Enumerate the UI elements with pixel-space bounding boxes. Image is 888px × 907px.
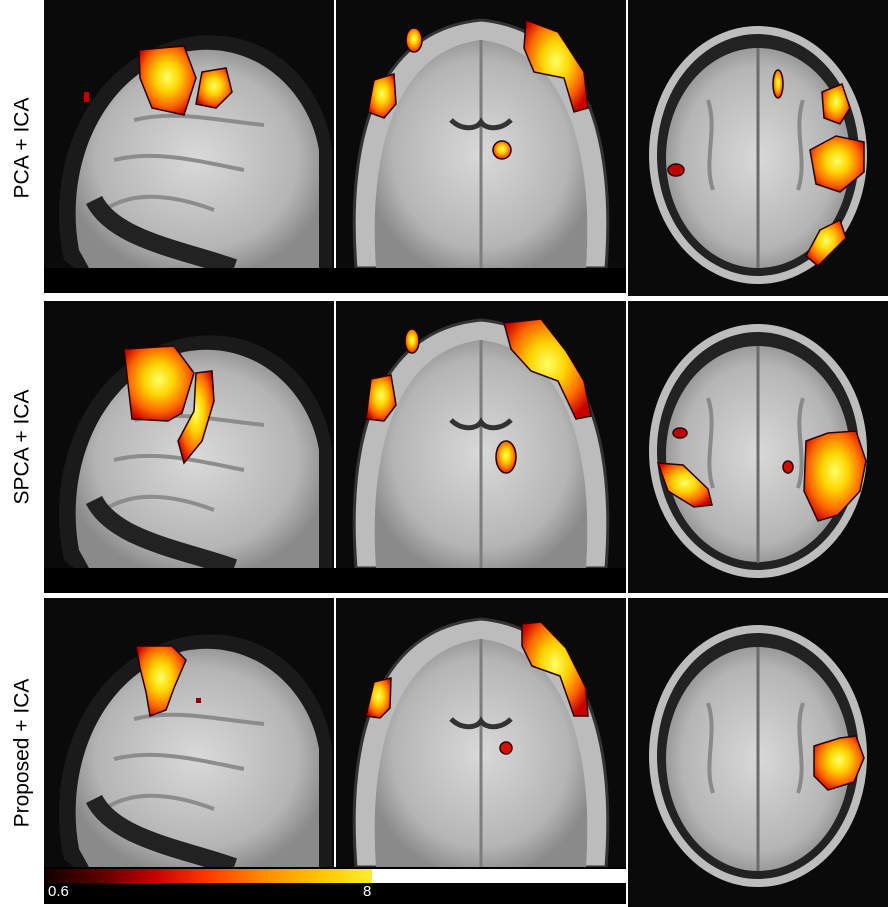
pca-sagittal-slice xyxy=(44,0,334,268)
spca-coronal-slice xyxy=(336,301,626,568)
pca-axial-slice xyxy=(628,0,888,296)
row-label-pca: PCA + ICA xyxy=(10,97,33,199)
proposed-coronal-slice xyxy=(336,598,626,867)
pca-coronal-slice xyxy=(336,0,626,268)
row-label-proposed: Proposed + ICA xyxy=(10,678,33,827)
row1-bottom-strip xyxy=(44,268,626,293)
spca-sagittal-slice xyxy=(44,301,334,568)
row2-bottom-strip xyxy=(44,568,626,593)
colorbar-min-label: 0.6 xyxy=(48,883,69,900)
spca-axial-slice xyxy=(628,301,888,593)
proposed-sagittal-slice xyxy=(44,598,334,867)
row-label-spca: SPCA + ICA xyxy=(10,389,33,505)
colorbar-max-label: 8 xyxy=(363,883,372,900)
colorbar xyxy=(44,869,372,883)
row3-bottom-strip xyxy=(44,867,626,869)
colorbar-label-strip xyxy=(44,883,626,904)
proposed-axial-slice xyxy=(628,598,888,907)
